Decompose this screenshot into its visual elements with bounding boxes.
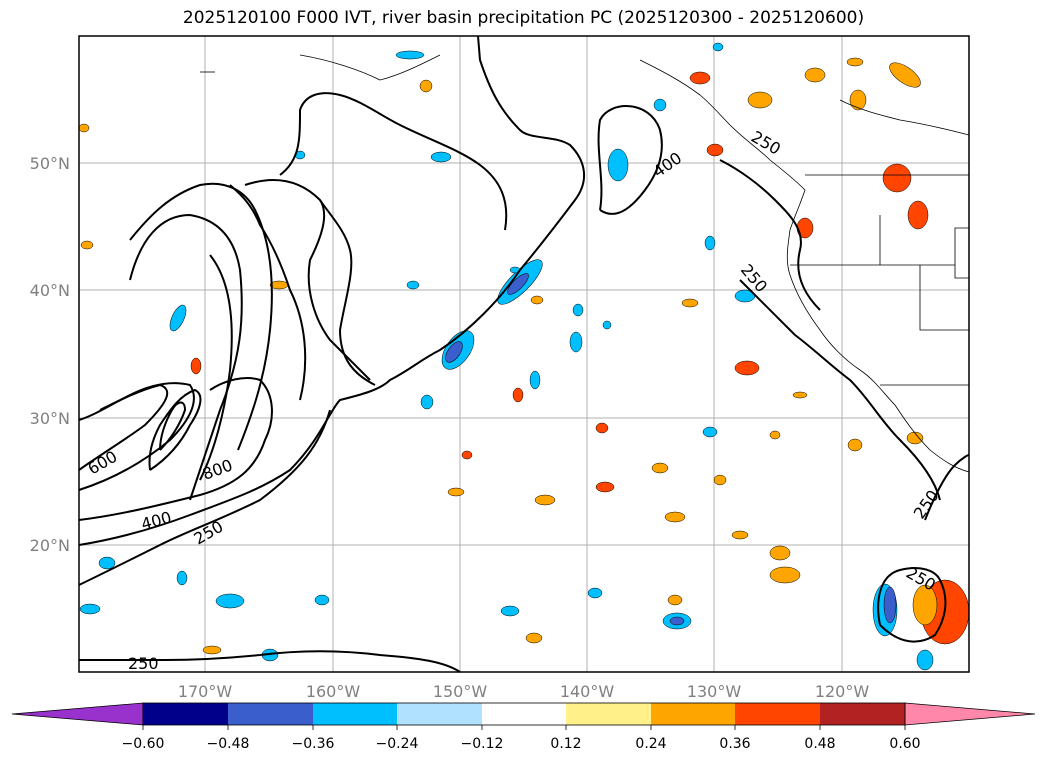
colorbar-tick-label: −0.48 bbox=[207, 736, 250, 752]
colorbar-segment bbox=[820, 703, 905, 725]
colorbar-ticks bbox=[142, 725, 906, 730]
colorbar-over-arrow bbox=[904, 702, 1036, 726]
lat-label: 20°N bbox=[30, 536, 70, 555]
colorbar-tick-label: −0.12 bbox=[461, 736, 504, 752]
ivt-contours bbox=[78, 35, 970, 673]
colorbar-tick-label: −0.36 bbox=[292, 736, 335, 752]
lon-label: 150°W bbox=[433, 682, 488, 701]
colorbar-segment bbox=[313, 703, 397, 725]
colorbar-tick-label: 0.12 bbox=[550, 736, 581, 752]
lon-label: 130°W bbox=[687, 682, 742, 701]
map-frame bbox=[78, 35, 970, 673]
colorbar-tick-label: 0.24 bbox=[635, 736, 666, 752]
colorbar-segment bbox=[397, 703, 482, 725]
colorbar-segment bbox=[735, 703, 820, 725]
colorbar-tick-label: −0.24 bbox=[376, 736, 419, 752]
lat-label: 30°N bbox=[30, 409, 70, 428]
lon-labels: 170°W 160°W 150°W 140°W 130°W 120°W bbox=[178, 682, 870, 701]
colorbar-tick-label: 0.48 bbox=[804, 736, 835, 752]
lat-labels: 50°N 40°N 30°N 20°N bbox=[30, 154, 70, 555]
colorbar-tick-label: 0.60 bbox=[889, 736, 920, 752]
colorbar: −0.60 −0.48 −0.36 −0.24 −0.12 0.12 0.24 … bbox=[11, 702, 1036, 752]
colorbar-tick-label: −0.60 bbox=[122, 736, 165, 752]
lat-label: 50°N bbox=[30, 154, 70, 173]
colorbar-segment bbox=[482, 703, 566, 725]
lon-label: 120°W bbox=[815, 682, 870, 701]
lon-label: 140°W bbox=[560, 682, 615, 701]
lon-label: 160°W bbox=[306, 682, 361, 701]
colorbar-segment bbox=[143, 703, 228, 725]
lat-label: 40°N bbox=[30, 281, 70, 300]
map-title: 2025120100 F000 IVT, river basin precipi… bbox=[182, 8, 865, 28]
colorbar-under-arrow bbox=[11, 702, 144, 726]
colorbar-segment bbox=[228, 703, 313, 725]
lon-label: 170°W bbox=[178, 682, 233, 701]
contour-label: 250 bbox=[128, 654, 159, 673]
colorbar-tick-label: 0.36 bbox=[719, 736, 750, 752]
colorbar-segment bbox=[651, 703, 735, 725]
colorbar-outline bbox=[142, 702, 906, 726]
colorbar-segment bbox=[566, 703, 651, 725]
map-background bbox=[79, 36, 969, 672]
coastlines bbox=[200, 54, 970, 473]
